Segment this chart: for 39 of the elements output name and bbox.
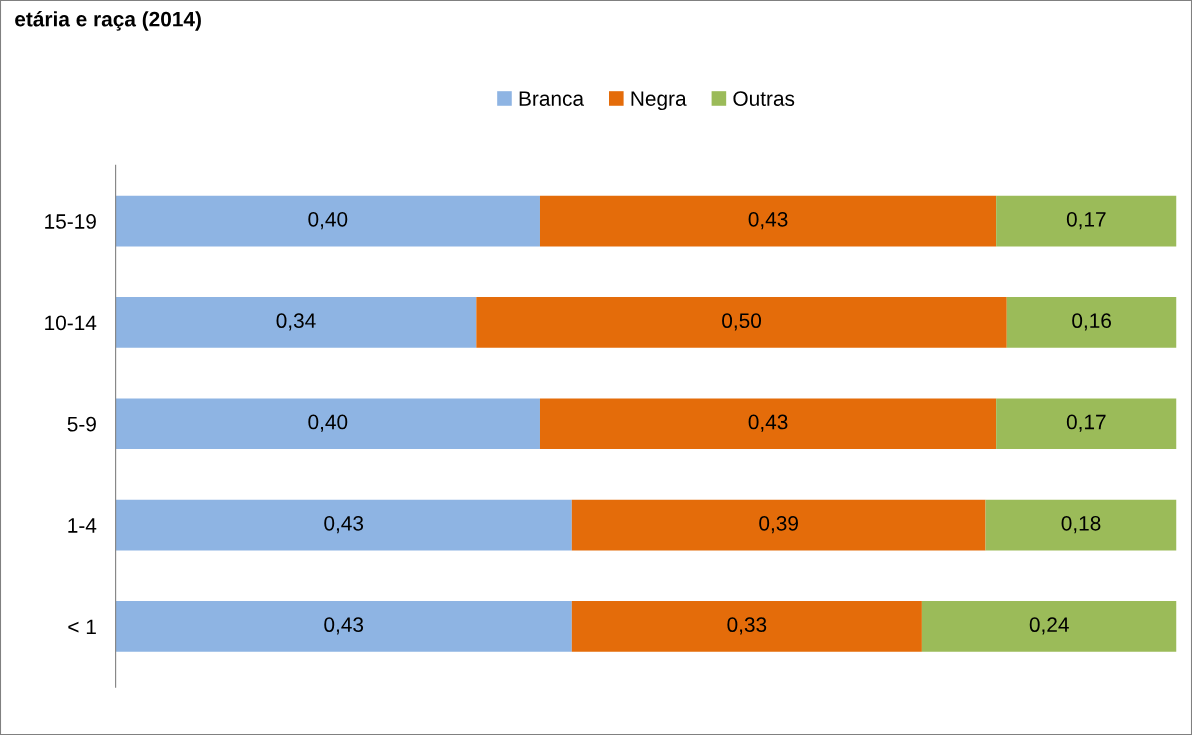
bar [571,601,922,652]
data-label: 0,33 [727,617,767,635]
data-label: 0,16 [1072,313,1111,331]
bar [539,195,997,247]
bar [1006,297,1177,348]
data-label: 0,43 [324,617,364,635]
data-label: 0,40 [308,414,348,432]
legend-label: Branca [519,91,585,106]
data-label: 0,43 [324,515,364,534]
bar [571,499,986,551]
bar [115,398,540,450]
chart-title: etária e raça (2014) [15,11,201,31]
bar [476,297,1007,348]
bar [115,195,540,247]
data-label: 0,17 [1066,211,1106,230]
bar [996,398,1177,450]
legend-label: Negra [631,91,687,111]
y-tick-label: 10-14 [45,315,97,331]
data-label: 0,17 [1066,414,1106,432]
bar [996,195,1177,247]
data-label: 0,39 [759,515,798,534]
bar [539,398,997,450]
bar [921,601,1177,652]
bar [115,499,572,551]
data-label: 0,40 [308,211,348,230]
data-label: 0,43 [748,414,788,432]
y-tick-label: < 1 [68,619,96,634]
y-tick-label: 15-19 [45,214,96,229]
y-tick-label: 1-4 [68,518,97,533]
bar [985,499,1177,551]
bar [115,601,572,652]
bar [115,297,477,348]
legend-label: Outras [733,91,795,106]
data-label: 0,43 [748,211,788,230]
data-label: 0,18 [1061,515,1101,534]
data-label: 0,24 [1029,617,1069,635]
y-tick-label: 5-9 [67,416,96,432]
data-label: 0,34 [276,313,316,331]
data-label: 0,50 [722,313,761,331]
